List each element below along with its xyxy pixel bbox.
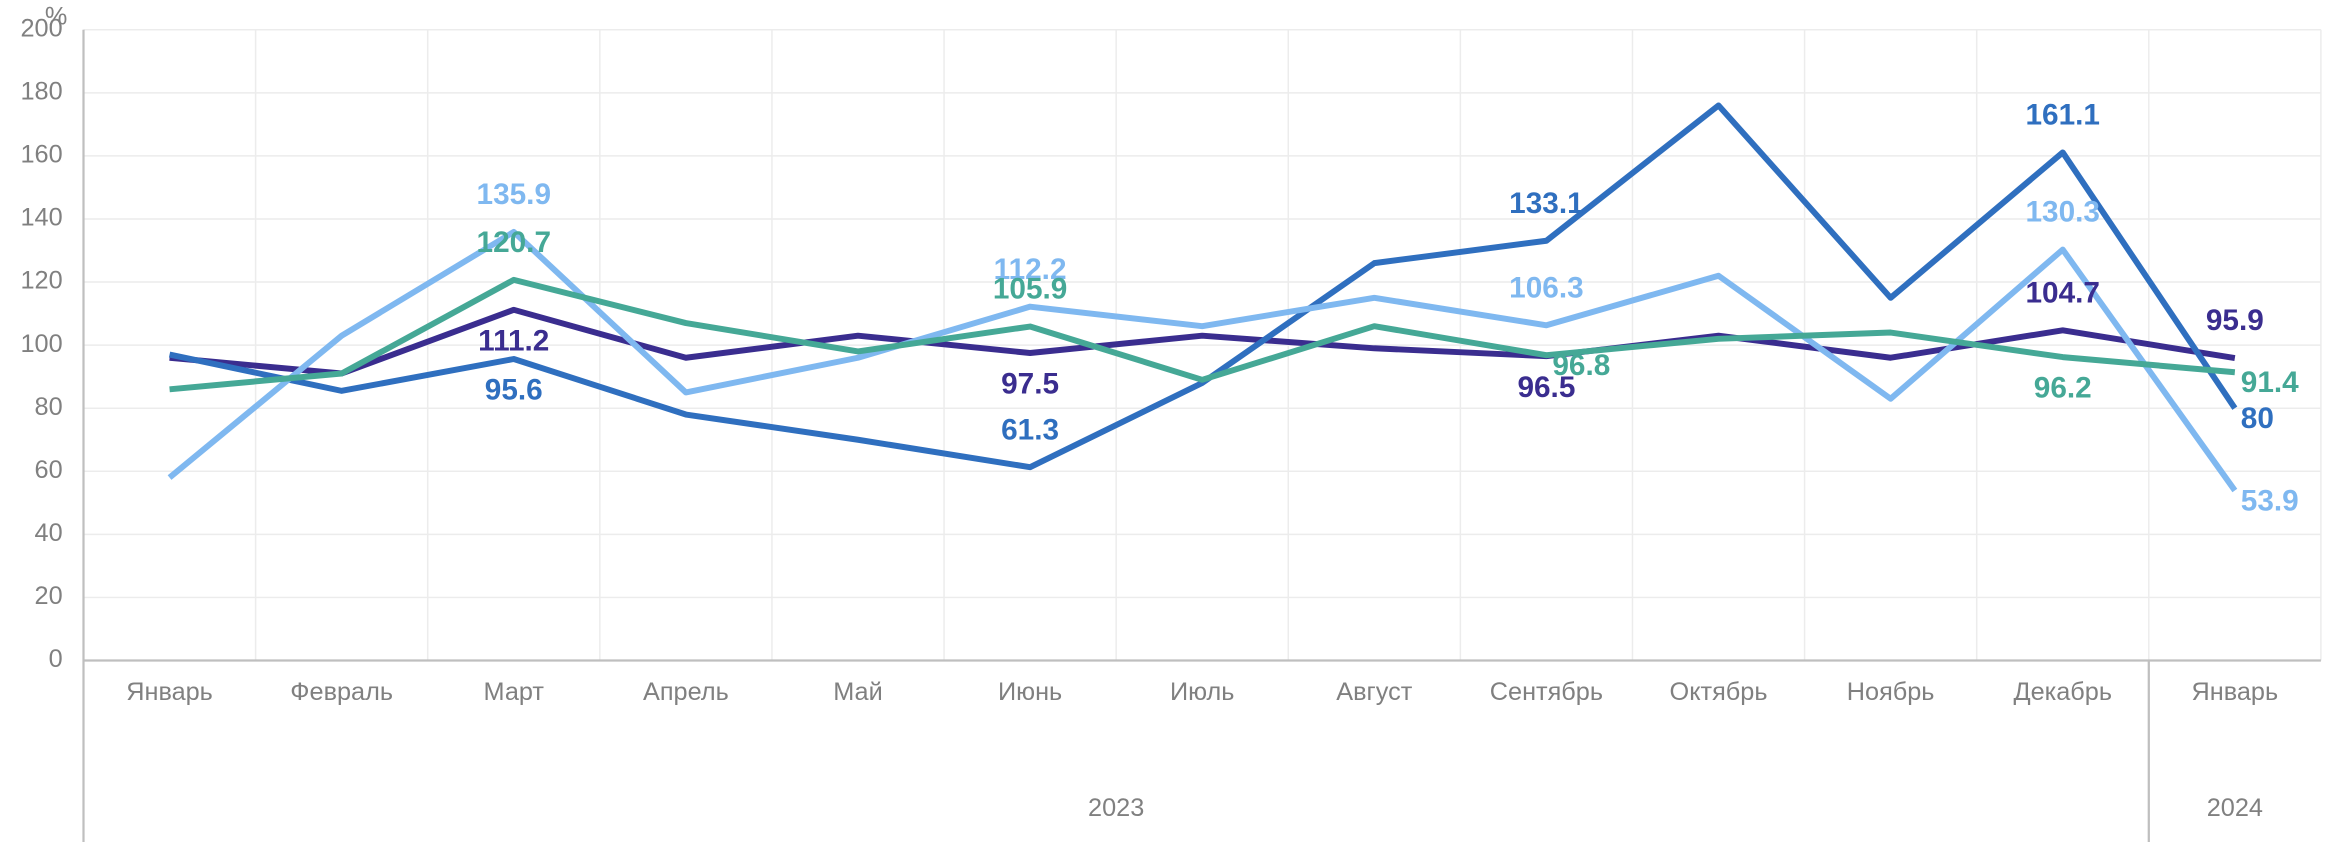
y-tick-label: 20 bbox=[35, 582, 63, 610]
y-tick-label: 100 bbox=[21, 330, 63, 358]
data-label: 161.1 bbox=[2026, 99, 2100, 132]
data-label: 96.8 bbox=[1552, 349, 1610, 382]
series-line bbox=[167, 228, 2238, 493]
data-label: 104.7 bbox=[2026, 276, 2100, 309]
data-label: 106.3 bbox=[1509, 271, 1583, 304]
y-tick-label: 160 bbox=[21, 141, 63, 169]
x-tick-label: Февраль bbox=[290, 678, 393, 706]
group-label: 2023 bbox=[1088, 794, 1144, 822]
series-line bbox=[169, 306, 2236, 377]
x-tick-label: Май bbox=[833, 678, 883, 706]
x-tick-label: Ноябрь bbox=[1847, 678, 1935, 706]
y-tick-label: 40 bbox=[35, 519, 63, 547]
x-tick-label: Июнь bbox=[998, 678, 1062, 706]
group-label: 2024 bbox=[2207, 794, 2263, 822]
data-label: 91.4 bbox=[2241, 366, 2299, 399]
x-tick-label: Январь bbox=[126, 678, 213, 706]
y-tick-label: 200 bbox=[21, 14, 63, 42]
x-tick-label: Декабрь bbox=[2013, 678, 2112, 706]
data-label: 130.3 bbox=[2026, 196, 2100, 229]
x-tick-label: Июль bbox=[1170, 678, 1234, 706]
y-tick-label: 120 bbox=[21, 267, 63, 295]
x-tick-label: Январь bbox=[2192, 678, 2279, 706]
y-tick-label: 180 bbox=[21, 78, 63, 106]
y-tick-label: 140 bbox=[21, 204, 63, 232]
data-label: 120.7 bbox=[477, 226, 551, 259]
data-label: 96.2 bbox=[2034, 372, 2092, 405]
data-label: 61.3 bbox=[1001, 413, 1059, 446]
series-line bbox=[168, 102, 2238, 471]
x-tick-label: Апрель bbox=[643, 678, 729, 706]
x-tick-label: Сентябрь bbox=[1490, 678, 1603, 706]
data-label: 105.9 bbox=[993, 273, 1067, 306]
data-label: 95.6 bbox=[485, 374, 543, 407]
data-label: 95.9 bbox=[2206, 304, 2264, 337]
y-tick-label: 0 bbox=[49, 645, 63, 673]
x-tick-label: Март bbox=[484, 678, 545, 706]
data-label: 133.1 bbox=[1509, 187, 1583, 220]
y-axis-label: % bbox=[45, 3, 67, 31]
data-label: 111.2 bbox=[478, 324, 549, 357]
y-tick-label: 80 bbox=[35, 393, 63, 421]
data-label: 53.9 bbox=[2241, 484, 2299, 517]
x-tick-label: Октябрь bbox=[1670, 678, 1768, 706]
x-tick-label: Август bbox=[1336, 678, 1412, 706]
y-tick-label: 60 bbox=[35, 456, 63, 484]
data-label: 96.5 bbox=[1517, 371, 1575, 404]
series-line bbox=[169, 276, 2236, 393]
data-label: 80 bbox=[2241, 402, 2274, 435]
data-label: 97.5 bbox=[1001, 368, 1059, 401]
data-label: 135.9 bbox=[477, 178, 551, 211]
data-label: 112.2 bbox=[994, 253, 1067, 286]
